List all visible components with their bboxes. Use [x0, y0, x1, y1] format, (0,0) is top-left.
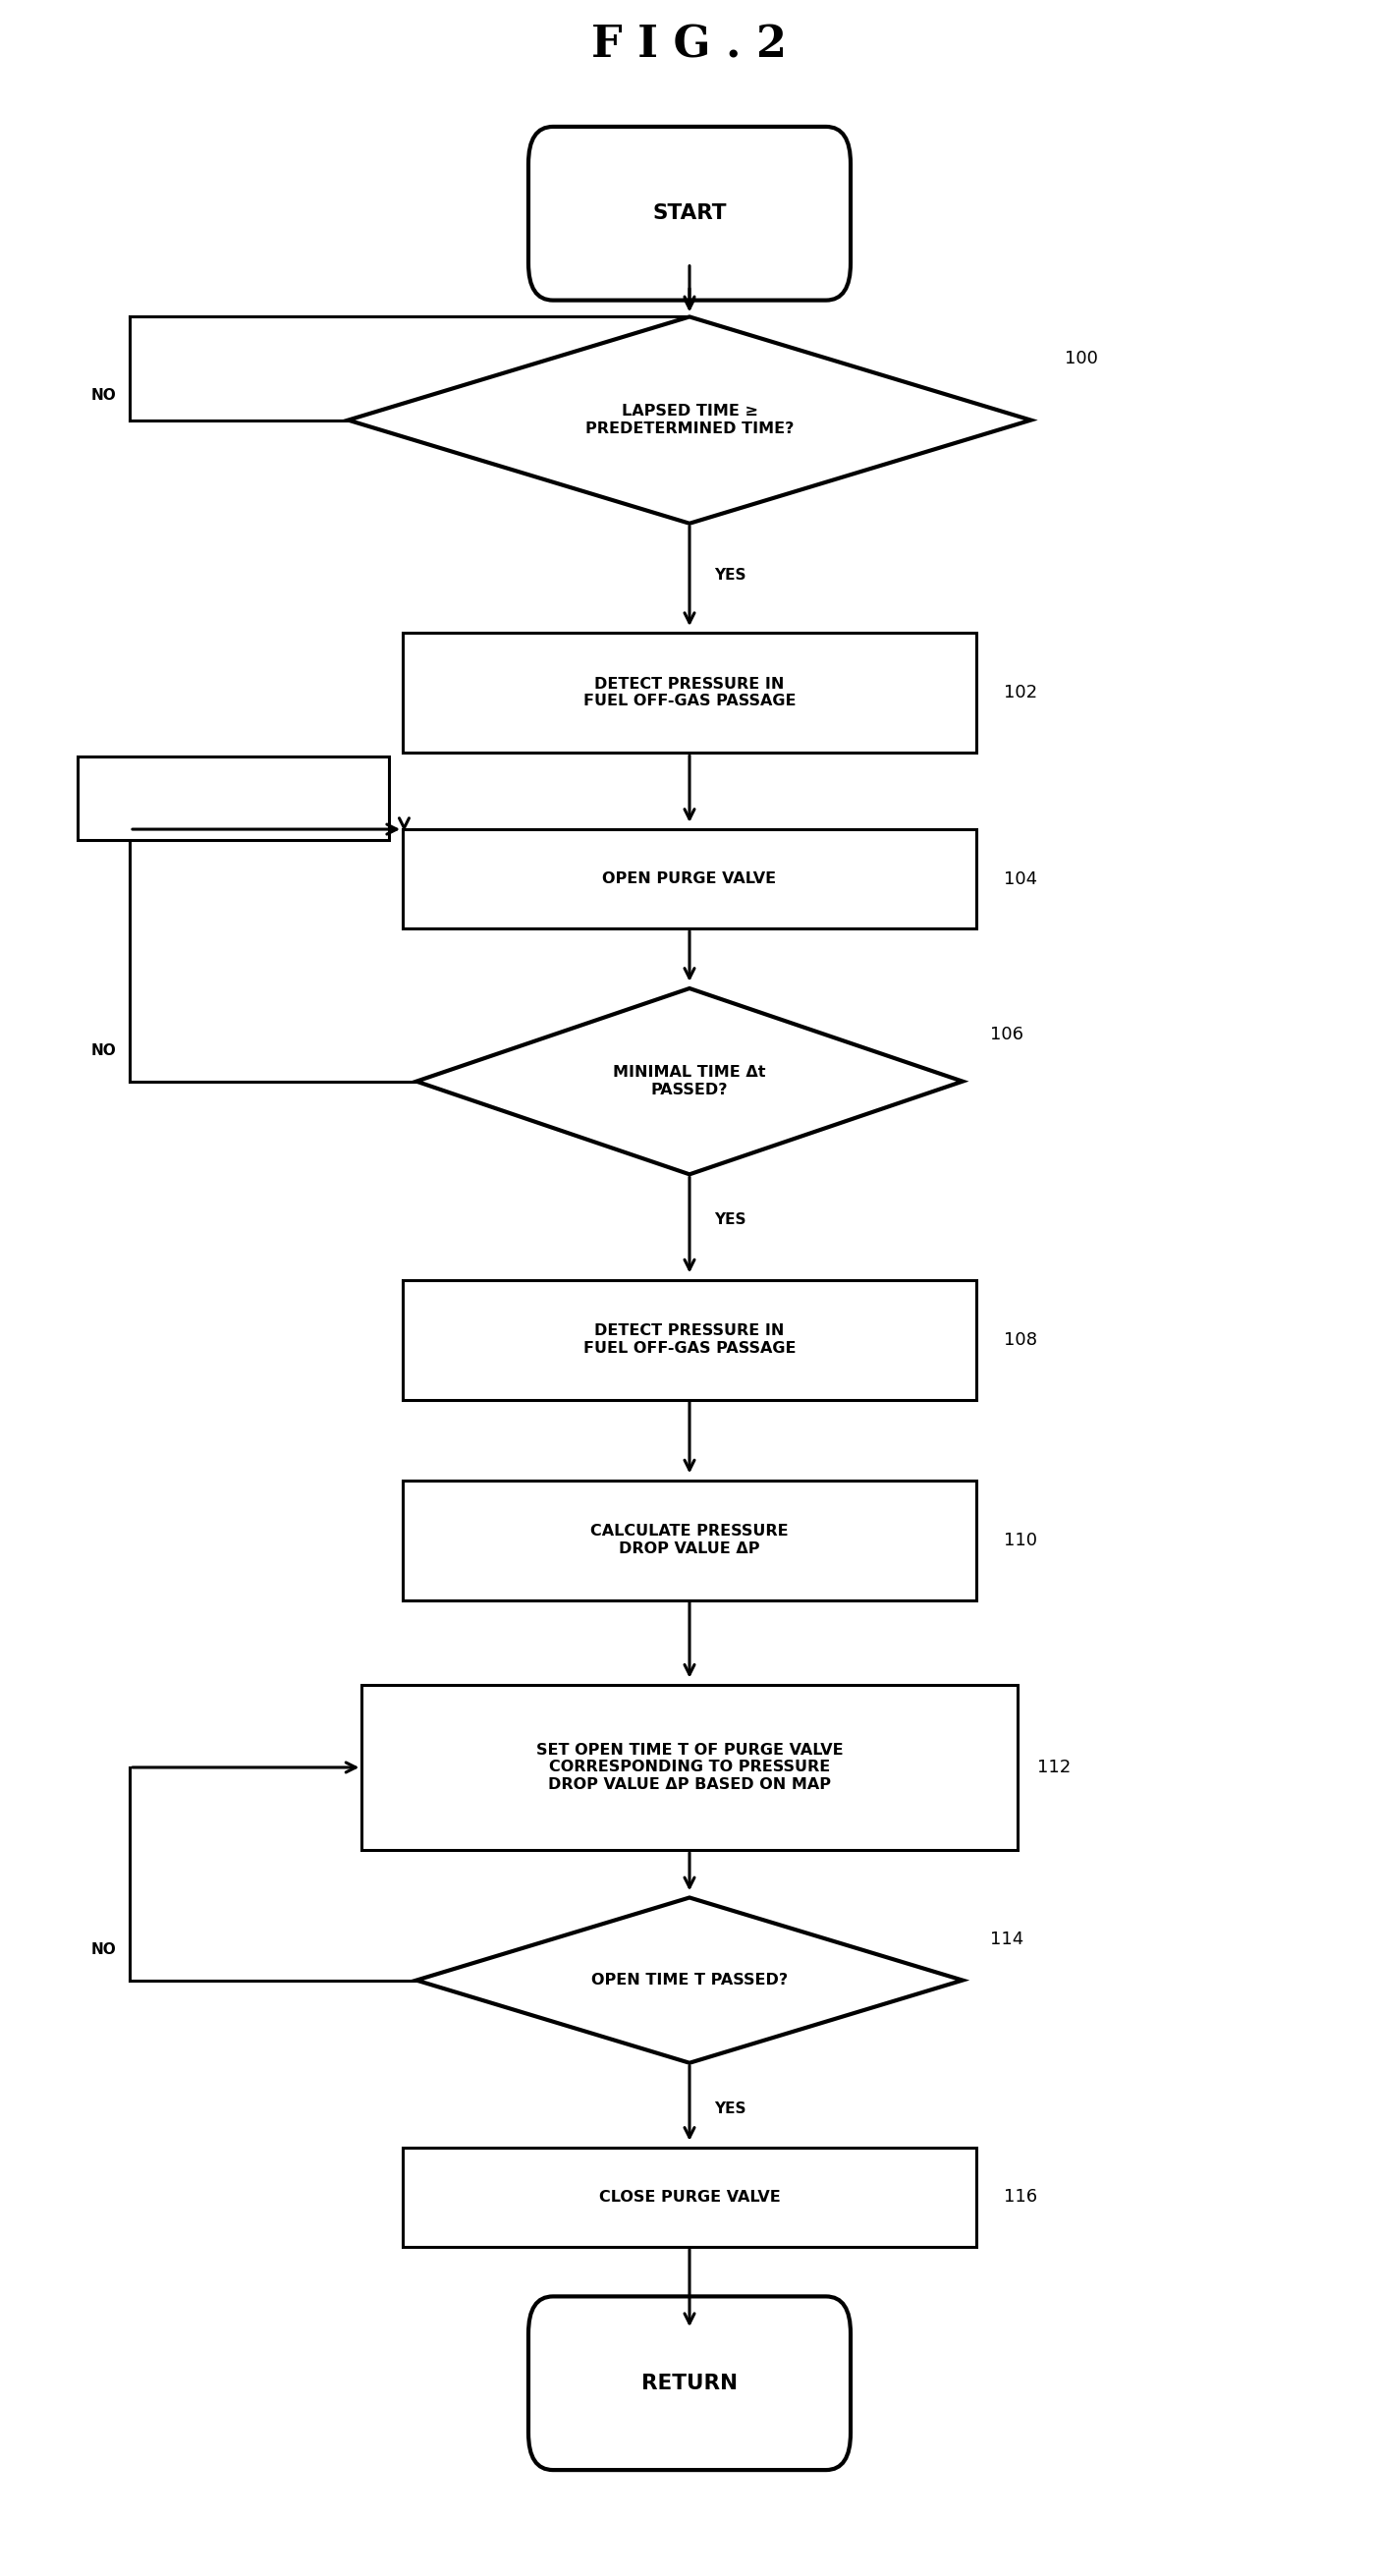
Polygon shape [348, 317, 1031, 523]
Text: 114: 114 [990, 1929, 1023, 1947]
Text: RETURN: RETURN [641, 2372, 738, 2393]
Text: CALCULATE PRESSURE
DROP VALUE ΔP: CALCULATE PRESSURE DROP VALUE ΔP [590, 1525, 789, 1556]
FancyBboxPatch shape [528, 126, 851, 301]
Text: OPEN TIME T PASSED?: OPEN TIME T PASSED? [592, 1973, 787, 1989]
Text: 110: 110 [1004, 1530, 1037, 1548]
Text: F I G . 2: F I G . 2 [592, 23, 787, 67]
Text: LAPSED TIME ≥
PREDETERMINED TIME?: LAPSED TIME ≥ PREDETERMINED TIME? [585, 404, 794, 435]
Text: 100: 100 [1065, 350, 1098, 366]
Text: 104: 104 [1004, 871, 1037, 889]
Bar [361, 1685, 1018, 1850]
Text: MINIMAL TIME Δt
PASSED?: MINIMAL TIME Δt PASSED? [614, 1066, 765, 1097]
FancyBboxPatch shape [528, 2295, 851, 2470]
Text: DETECT PRESSURE IN
FUEL OFF-GAS PASSAGE: DETECT PRESSURE IN FUEL OFF-GAS PASSAGE [583, 677, 796, 708]
Text: CLOSE PURGE VALVE: CLOSE PURGE VALVE [598, 2190, 781, 2205]
Bar [403, 634, 976, 752]
Polygon shape [416, 1899, 963, 2063]
Text: START: START [652, 204, 727, 224]
Text: 108: 108 [1004, 1332, 1037, 1347]
Text: NO: NO [91, 1043, 116, 1059]
Text: YES: YES [714, 1213, 746, 1226]
Bar [403, 1481, 976, 1600]
Bar [403, 2148, 976, 2246]
Text: YES: YES [714, 2102, 746, 2115]
Text: NO: NO [91, 1942, 116, 1958]
Text: YES: YES [714, 567, 746, 582]
Bar [77, 757, 389, 840]
Text: 112: 112 [1037, 1759, 1071, 1777]
Text: 116: 116 [1004, 2190, 1037, 2205]
Bar [403, 829, 976, 927]
Text: OPEN PURGE VALVE: OPEN PURGE VALVE [603, 871, 776, 886]
Bar [403, 1280, 976, 1399]
Text: DETECT PRESSURE IN
FUEL OFF-GAS PASSAGE: DETECT PRESSURE IN FUEL OFF-GAS PASSAGE [583, 1324, 796, 1355]
Text: NO: NO [91, 389, 116, 402]
Polygon shape [416, 989, 963, 1175]
Text: 106: 106 [990, 1025, 1023, 1043]
Text: SET OPEN TIME T OF PURGE VALVE
CORRESPONDING TO PRESSURE
DROP VALUE ΔP BASED ON : SET OPEN TIME T OF PURGE VALVE CORRESPON… [536, 1744, 843, 1793]
Text: 102: 102 [1004, 685, 1037, 701]
